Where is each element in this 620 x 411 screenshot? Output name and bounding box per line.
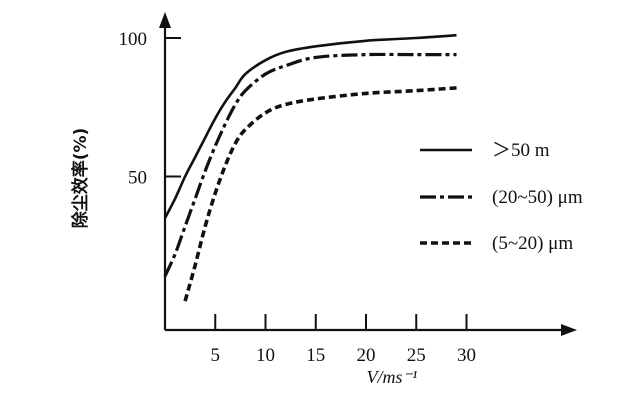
y-axis-title: 除尘效率(%) xyxy=(70,128,91,229)
series-line-1 xyxy=(163,33,457,219)
legend-label: ＞50 m xyxy=(492,140,550,161)
y-axis-arrow xyxy=(159,12,171,28)
x-tick-label: 15 xyxy=(306,345,325,366)
x-tick-label: 25 xyxy=(407,345,426,366)
y-tick-label: 100 xyxy=(119,29,148,50)
series-line-3 xyxy=(183,86,457,302)
x-tick-label: 30 xyxy=(457,345,476,366)
x-axis-arrow xyxy=(561,324,577,336)
x-tick-label: 20 xyxy=(357,345,376,366)
y-tick-label: 50 xyxy=(128,168,147,189)
legend-label: (20~50) μm xyxy=(492,187,583,208)
x-tick-label: 10 xyxy=(256,345,275,366)
series-layer xyxy=(163,33,457,302)
ticks: 5 10 15 20 25 30 50 100 xyxy=(119,29,477,366)
x-axis-title: V/ms⁻¹ xyxy=(367,367,418,387)
series-line-2 xyxy=(163,52,457,277)
legend: ＞50 m (20~50) μm (5~20) μm xyxy=(420,140,583,254)
x-tick-label: 5 xyxy=(211,345,221,366)
legend-label: (5~20) μm xyxy=(492,233,573,254)
